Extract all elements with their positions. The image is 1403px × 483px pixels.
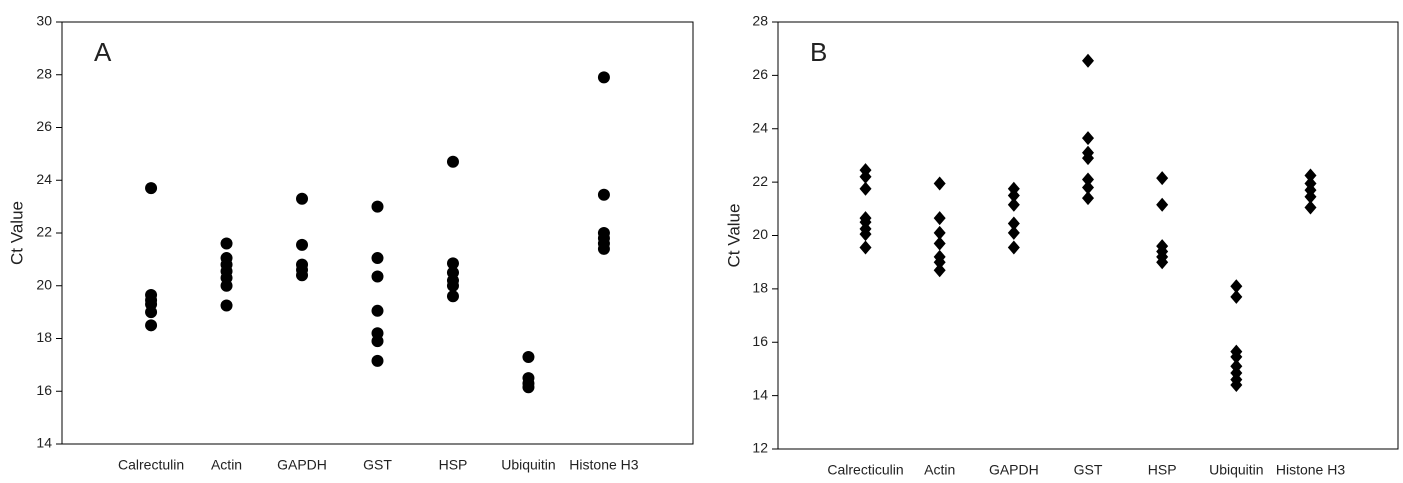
data-point [296, 269, 309, 282]
data-point [1304, 168, 1317, 183]
data-point [859, 181, 872, 196]
y-tick-label: 26 [752, 66, 768, 82]
data-point [371, 335, 384, 348]
y-tick-label: 16 [36, 382, 52, 398]
data-point [933, 225, 946, 240]
data-point [1156, 171, 1169, 186]
data-point [1007, 188, 1020, 203]
y-tick-label: 18 [36, 329, 52, 345]
data-point [597, 242, 610, 255]
data-point [522, 381, 535, 394]
data-point [296, 238, 309, 251]
data-point [371, 354, 384, 367]
y-tick-label: 20 [36, 276, 52, 292]
data-point [446, 279, 459, 292]
y-axis-label: Ct Value [7, 201, 26, 265]
data-point [1082, 172, 1094, 187]
data-point [1082, 131, 1094, 146]
data-point [1230, 377, 1243, 392]
data-point [1007, 240, 1020, 255]
data-point [1007, 216, 1020, 231]
y-tick-label: 16 [752, 333, 768, 349]
plot-frame [777, 21, 1399, 450]
y-tick-label: 24 [36, 171, 52, 187]
x-tick-label: HSP [1148, 462, 1177, 478]
panel-label: B [810, 37, 827, 67]
y-tick-label: 22 [752, 173, 768, 189]
data-point [1304, 189, 1317, 204]
x-tick-label: Calrecticulin [827, 462, 903, 478]
y-tick-label: 12 [752, 440, 768, 456]
data-point [1007, 225, 1020, 240]
data-point [1230, 279, 1243, 294]
data-point [296, 192, 309, 205]
x-tick-label: Actin [924, 462, 955, 478]
y-tick-label: 30 [36, 13, 52, 29]
data-point [371, 270, 384, 283]
data-point [1304, 200, 1317, 215]
data-point [446, 257, 459, 270]
x-tick-label: Histone H3 [569, 457, 638, 473]
data-point [1156, 255, 1169, 270]
y-tick-label: 24 [752, 119, 768, 135]
data-point [220, 299, 233, 312]
panel-label: A [94, 37, 112, 67]
y-tick-label: 14 [36, 435, 52, 451]
data-point [933, 255, 946, 270]
data-point [446, 155, 459, 168]
y-tick-label: 20 [752, 226, 768, 242]
y-tick-label: 14 [752, 386, 768, 402]
data-point [446, 290, 459, 303]
data-point [1156, 197, 1169, 212]
x-tick-label: GAPDH [277, 457, 327, 473]
data-point [933, 236, 946, 251]
data-point [859, 240, 872, 255]
data-point [371, 200, 384, 213]
data-point [859, 169, 872, 184]
data-point [1082, 151, 1094, 166]
data-point [933, 263, 946, 278]
data-point [859, 227, 872, 242]
data-point [933, 211, 946, 226]
data-point [220, 237, 233, 250]
data-point [220, 279, 233, 292]
data-point [371, 252, 384, 265]
data-point [145, 182, 158, 195]
x-tick-label: Calrectulin [118, 457, 184, 473]
data-point [1007, 197, 1020, 212]
data-point [371, 304, 384, 317]
x-tick-label: Ubiquitin [501, 457, 555, 473]
x-tick-label: Ubiquitin [1209, 462, 1263, 478]
x-tick-label: GST [1074, 462, 1103, 478]
data-point [1082, 180, 1094, 195]
data-point [1230, 289, 1243, 304]
y-axis-label: Ct Value [724, 204, 743, 268]
x-tick-label: HSP [439, 457, 468, 473]
data-point [1082, 53, 1094, 68]
data-point [597, 71, 610, 84]
data-point [145, 319, 158, 332]
data-point [1082, 191, 1094, 206]
y-tick-label: 22 [36, 224, 52, 240]
x-tick-label: Actin [211, 457, 242, 473]
x-tick-label: GST [363, 457, 392, 473]
data-point [597, 188, 610, 201]
data-point [1230, 349, 1243, 364]
y-tick-label: 28 [752, 13, 768, 29]
data-point [933, 176, 946, 191]
y-tick-label: 18 [752, 280, 768, 296]
x-tick-label: Histone H3 [1276, 462, 1345, 478]
y-tick-label: 28 [36, 65, 52, 81]
data-point [522, 350, 535, 363]
data-point [145, 306, 158, 319]
y-tick-label: 26 [36, 118, 52, 134]
x-tick-label: GAPDH [989, 462, 1039, 478]
